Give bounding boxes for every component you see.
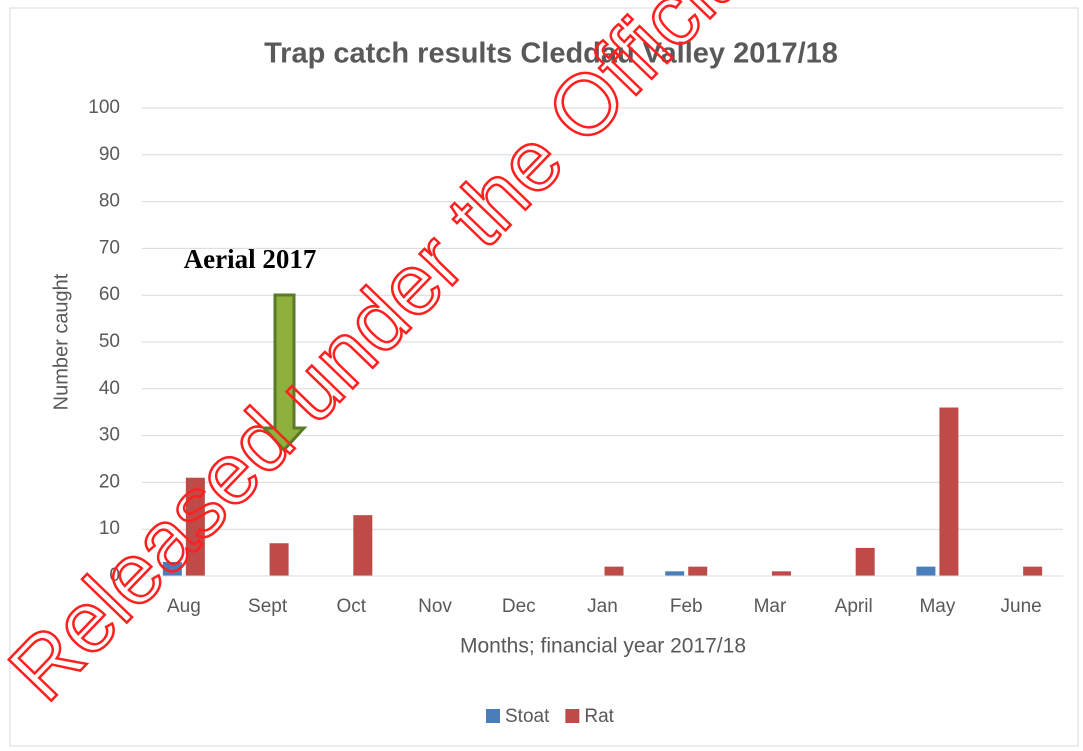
x-tick-label: Dec [502, 596, 536, 617]
legend-label: Rat [584, 706, 614, 727]
x-tick-label: Aug [167, 596, 201, 617]
y-tick-label: 100 [88, 97, 120, 118]
y-axis-label: Number caught [50, 273, 72, 410]
y-tick-label: 80 [99, 191, 120, 212]
y-tick-label: 20 [99, 471, 120, 492]
legend-swatch [486, 709, 500, 723]
bar [1023, 566, 1043, 576]
bar [269, 543, 289, 576]
bar [665, 571, 685, 576]
legend-swatch [565, 709, 580, 723]
bar [855, 547, 875, 576]
chart-title: Trap catch results Cleddau Valley 2017/1… [264, 38, 838, 70]
y-tick-label: 40 [99, 378, 120, 399]
y-tick-label: 0 [109, 565, 120, 586]
y-tick-label: 70 [99, 237, 120, 258]
x-tick-label: Jan [587, 596, 618, 617]
x-tick-label: Mar [754, 596, 787, 617]
x-tick-label: Feb [670, 596, 703, 617]
annotation: Aerial 2017 [184, 244, 317, 274]
chart-border [9, 7, 1079, 747]
x-tick-label: June [1001, 596, 1042, 617]
legend-label: Stoat [505, 706, 550, 727]
y-tick-label: 90 [99, 144, 120, 165]
x-tick-label: Oct [337, 596, 367, 617]
arrow [260, 293, 308, 453]
y-tick-label: 30 [99, 425, 120, 446]
y-tick-label: 60 [99, 284, 120, 305]
bar [771, 571, 791, 576]
bar [604, 566, 624, 576]
bar [939, 407, 959, 576]
bar [688, 566, 708, 576]
bar [185, 477, 205, 576]
bar [916, 566, 936, 576]
bar [162, 561, 182, 576]
x-tick-label: May [919, 596, 955, 617]
x-tick-label: April [835, 596, 873, 617]
y-tick-label: 10 [99, 518, 120, 539]
bar [353, 515, 373, 576]
x-tick-label: Nov [418, 596, 452, 617]
y-tick-label: 50 [99, 331, 120, 352]
x-tick-label: Sept [248, 596, 288, 617]
x-axis-label: Months; financial year 2017/18 [460, 635, 746, 658]
